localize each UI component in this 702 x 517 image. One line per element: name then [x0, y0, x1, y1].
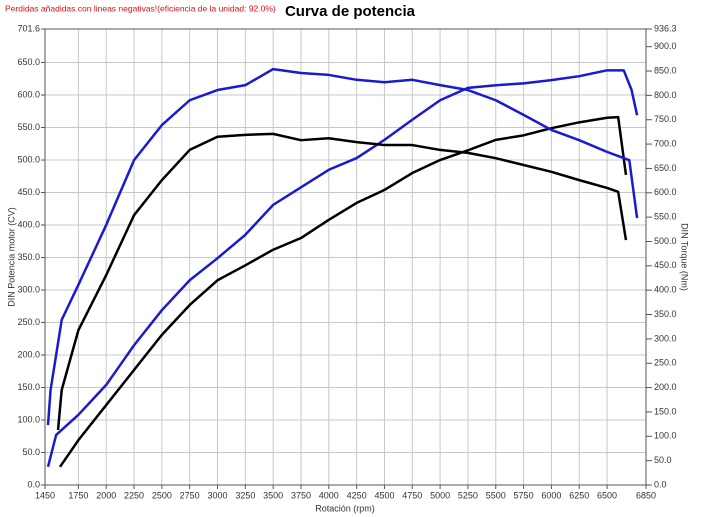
- y2-tick-label: 900.0: [654, 41, 677, 51]
- x-tick-label: 3750: [291, 490, 311, 500]
- y-tick-label: 50.0: [22, 447, 40, 457]
- x-tick-label: 1750: [68, 490, 88, 500]
- y-tick-label: 450.0: [17, 187, 40, 197]
- y2-tick-label: 600.0: [654, 187, 677, 197]
- x-tick-label: 4750: [402, 490, 422, 500]
- y-axis-label: DIN Potencia motor (CV): [6, 207, 16, 307]
- y-tick-label: 150.0: [17, 382, 40, 392]
- chart-note: Perdidas añadidas con lineas negativas!(…: [5, 3, 276, 13]
- plot-frame: [44, 28, 647, 486]
- y-tick-label: 0.0: [27, 479, 40, 489]
- y2-tick-label: 50.0: [654, 455, 672, 465]
- x-tick-label: 6500: [597, 490, 617, 500]
- y-tick-label: 400.0: [17, 219, 40, 229]
- y-tick-label: 701.6: [17, 23, 40, 33]
- y-tick-label: 600.0: [17, 89, 40, 99]
- y2-axis-label: DIN Torque (Nm): [680, 223, 690, 291]
- x-tick-label: 2000: [96, 490, 116, 500]
- y2-tick-label: 350.0: [654, 309, 677, 319]
- x-tick-label: 6000: [541, 490, 561, 500]
- y-tick-label: 500.0: [17, 154, 40, 164]
- x-tick-label: 6250: [569, 490, 589, 500]
- x-tick-label: 2750: [180, 490, 200, 500]
- x-tick-label: 2250: [124, 490, 144, 500]
- y-tick-label: 250.0: [17, 317, 40, 327]
- power-curve: [46, 67, 639, 426]
- y2-tick-label: 936.3: [654, 23, 677, 33]
- x-tick-label: 3500: [263, 490, 283, 500]
- y2-tick-label: 250.0: [654, 358, 677, 368]
- y2-tick-label: 150.0: [654, 406, 677, 416]
- chart-title: Curva de potencia: [285, 3, 416, 20]
- x-tick-label: 6850: [636, 490, 656, 500]
- y-tick-label: 650.0: [17, 57, 40, 67]
- y2-tick-label: 750.0: [654, 114, 677, 124]
- x-tick-label: 5250: [458, 490, 478, 500]
- y2-tick-label: 500.0: [654, 236, 677, 246]
- y2-tick-label: 400.0: [654, 285, 677, 295]
- y2-tick-label: 0.0: [654, 479, 667, 489]
- y-tick-label: 100.0: [17, 414, 40, 424]
- x-tick-label: 3000: [207, 490, 227, 500]
- x-tick-label: 1450: [35, 490, 55, 500]
- x-tick-label: 4250: [347, 490, 367, 500]
- x-tick-label: 5500: [486, 490, 506, 500]
- y2-tick-label: 650.0: [654, 163, 677, 173]
- x-tick-label: 5750: [514, 490, 534, 500]
- power-curve: [46, 69, 639, 468]
- y-tick-label: 550.0: [17, 122, 40, 132]
- x-tick-label: 2500: [152, 490, 172, 500]
- y2-tick-label: 450.0: [654, 260, 677, 270]
- x-tick-label: 4500: [374, 490, 394, 500]
- y2-tick-label: 300.0: [654, 333, 677, 343]
- y-tick-label: 200.0: [17, 349, 40, 359]
- y-tick-label: 350.0: [17, 252, 40, 262]
- x-tick-label: 3250: [235, 490, 255, 500]
- y2-tick-label: 800.0: [654, 90, 677, 100]
- power-curve: [56, 132, 628, 431]
- y2-tick-label: 200.0: [654, 382, 677, 392]
- x-tick-label: 5000: [430, 490, 450, 500]
- x-axis-label: Rotación (rpm): [315, 503, 375, 513]
- y-tick-label: 300.0: [17, 284, 40, 294]
- y2-tick-label: 100.0: [654, 431, 677, 441]
- y2-tick-label: 850.0: [654, 65, 677, 75]
- x-tick-label: 4000: [319, 490, 339, 500]
- y2-tick-label: 550.0: [654, 212, 677, 222]
- y2-tick-label: 700.0: [654, 138, 677, 148]
- power-curve: [58, 115, 628, 468]
